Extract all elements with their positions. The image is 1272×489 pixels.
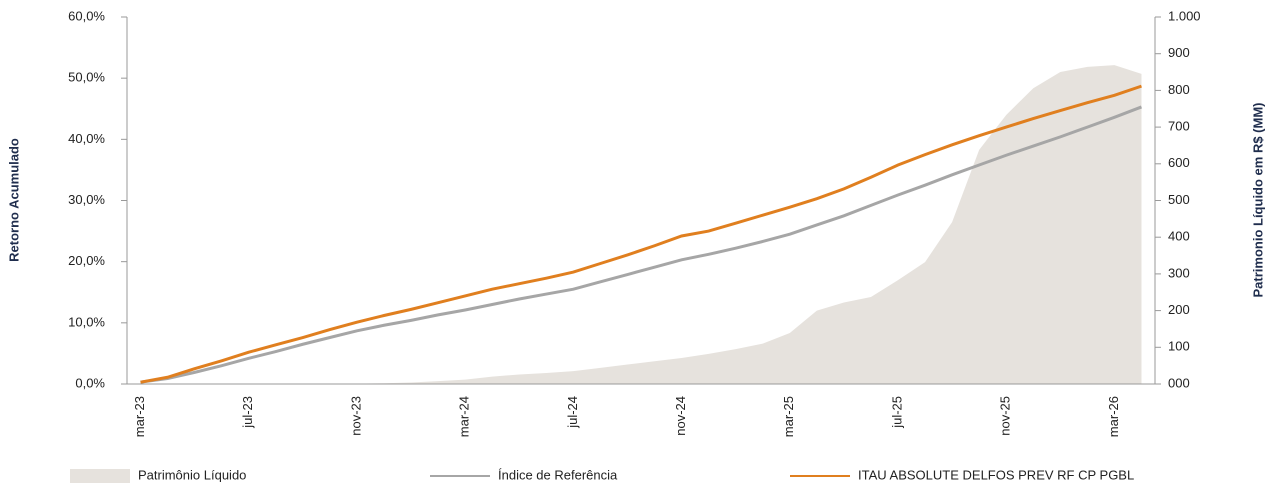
x-tick-label: jul-23 bbox=[240, 396, 255, 429]
y-tick-label: 30,0% bbox=[68, 192, 105, 207]
legend-label: ITAU ABSOLUTE DELFOS PREV RF CP PGBL bbox=[858, 467, 1134, 482]
y2-axis-title: Patrimonio Líquido em R$ (MM) bbox=[1250, 103, 1265, 298]
y2-tick-label: 300 bbox=[1168, 265, 1190, 280]
y2-tick-label: 100 bbox=[1168, 339, 1190, 354]
y-tick-label: 10,0% bbox=[68, 314, 105, 329]
legend-label: Índice de Referência bbox=[498, 467, 618, 482]
y2-tick-label: 600 bbox=[1168, 155, 1190, 170]
x-tick-label: jul-25 bbox=[889, 396, 904, 429]
y2-tick-label: 500 bbox=[1168, 192, 1190, 207]
y-tick-label: 0,0% bbox=[75, 375, 105, 390]
x-tick-label: nov-25 bbox=[998, 396, 1013, 436]
y-tick-label: 40,0% bbox=[68, 131, 105, 146]
x-tick-label: mar-24 bbox=[457, 396, 472, 437]
x-tick-label: jul-24 bbox=[565, 396, 580, 429]
x-tick-label: mar-23 bbox=[132, 396, 147, 437]
x-tick-label: mar-26 bbox=[1106, 396, 1121, 437]
line bbox=[140, 84, 1142, 384]
x-tick-label: nov-23 bbox=[348, 396, 363, 436]
y2-tick-label: 200 bbox=[1168, 302, 1190, 317]
y-tick-label: 20,0% bbox=[68, 253, 105, 268]
x-tick-label: nov-24 bbox=[673, 396, 688, 436]
legend-swatch bbox=[70, 469, 130, 483]
legend-label: Patrimônio Líquido bbox=[138, 467, 246, 482]
area bbox=[140, 65, 1142, 385]
y-tick-label: 50,0% bbox=[68, 70, 105, 85]
y2-tick-label: 000 bbox=[1168, 375, 1190, 390]
y-tick-label: 60,0% bbox=[68, 8, 105, 23]
y2-tick-label: 1.000 bbox=[1168, 8, 1201, 23]
y2-tick-label: 800 bbox=[1168, 82, 1190, 97]
x-tick-label: mar-25 bbox=[781, 396, 796, 437]
line bbox=[140, 105, 1143, 384]
y2-tick-label: 400 bbox=[1168, 229, 1190, 244]
y2-tick-label: 900 bbox=[1168, 45, 1190, 60]
y2-tick-label: 700 bbox=[1168, 119, 1190, 134]
y-axis-title: Retorno Acumulado bbox=[6, 138, 21, 262]
